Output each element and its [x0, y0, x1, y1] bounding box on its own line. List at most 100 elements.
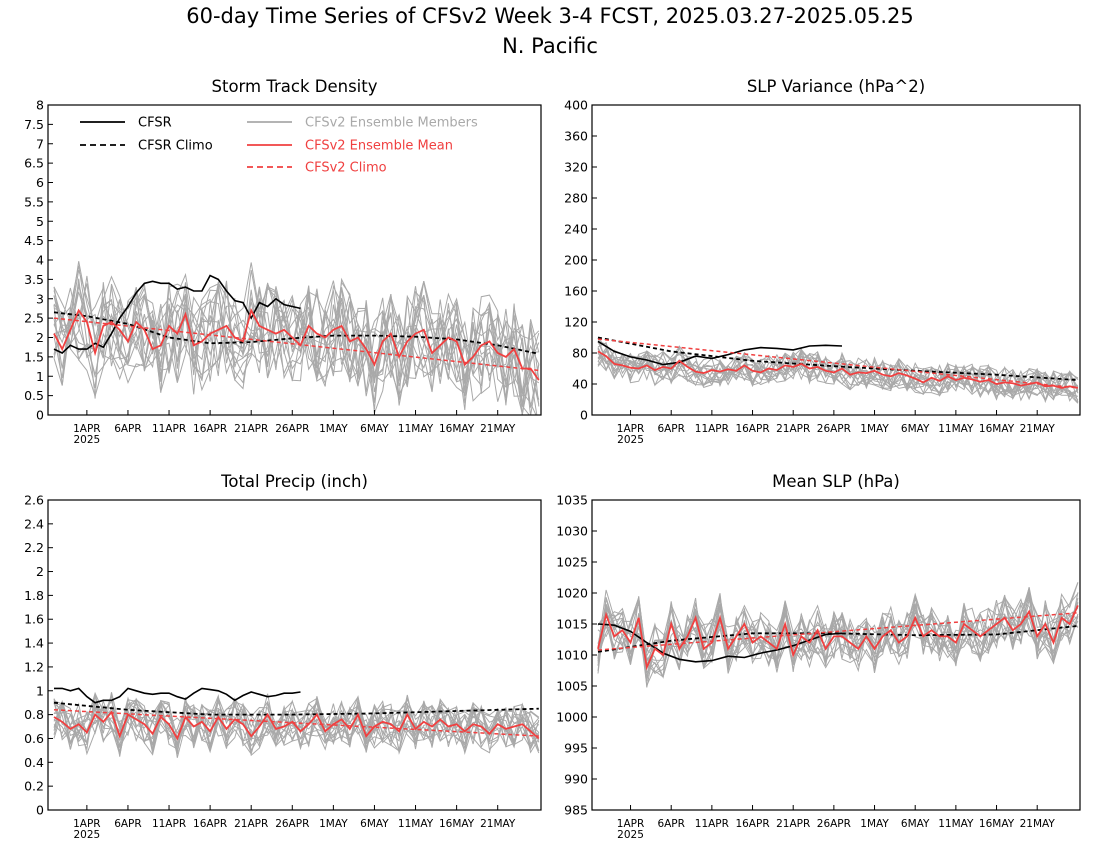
ensemble-member-line	[597, 341, 1079, 402]
series-cfsv2-ensemble-mean	[53, 710, 540, 741]
ensemble-members	[597, 582, 1079, 688]
y-tick-label: 3	[36, 291, 44, 306]
x-tick-label: 11MAY	[938, 818, 974, 830]
series-cfsr	[597, 340, 843, 366]
y-tick-label: 2.6	[24, 493, 44, 508]
plot-area	[597, 336, 1079, 404]
y-tick-label: 2	[36, 564, 44, 579]
y-tick-label: 120	[564, 315, 588, 330]
x-tick-label: 6APR	[657, 818, 685, 830]
x-tick-label: 21APR	[234, 423, 268, 435]
x-tick-label: 11MAY	[938, 423, 974, 435]
y-tick-label: 1	[36, 683, 44, 698]
chart-panel-2: SLP Variance (hPa^2) 0 40 80 120 160 200 240 280…	[564, 77, 1081, 446]
ensemble-member-line	[597, 351, 1079, 396]
y-tick-label: 4	[36, 253, 44, 268]
y-tick-label: 0	[580, 408, 588, 423]
y-tick-label: 985	[564, 803, 588, 818]
series-cfsr	[53, 274, 301, 354]
series-cfsv2-ensemble-mean	[597, 605, 1079, 671]
x-tick-label: 11APR	[695, 423, 729, 435]
ensemble-members	[53, 691, 540, 758]
x-tick-label: 16MAY	[979, 818, 1015, 830]
x-tick-label: 26APR	[275, 818, 309, 830]
x-tick-label: 1APR	[617, 423, 645, 435]
x-tick-label: 1MAY	[860, 423, 889, 435]
ensemble-member-line	[597, 597, 1079, 671]
y-tick-label: 1025	[556, 555, 588, 570]
y-tick-label: 1030	[556, 524, 588, 539]
y-tick-label: 320	[564, 160, 588, 175]
x-tick-label: 26APR	[817, 423, 851, 435]
panel-title: SLP Variance (hPa^2)	[747, 77, 925, 96]
y-tick-label: 400	[564, 98, 588, 113]
y-tick-label: 0	[36, 803, 44, 818]
y-tick-label: 1.5	[24, 349, 44, 364]
x-tick-label: 1MAY	[319, 818, 348, 830]
plot-area	[53, 687, 540, 758]
x-tick-label: 6MAY	[360, 423, 389, 435]
x-tick-label: 21MAY	[480, 818, 516, 830]
figure-region: N. Pacific	[502, 34, 598, 58]
figure-title: 60-day Time Series of CFSv2 Week 3-4 FCS…	[186, 4, 914, 28]
x-year-label: 2025	[73, 434, 100, 446]
y-tick-label: 4.5	[24, 233, 44, 248]
x-tick-label: 6MAY	[360, 818, 389, 830]
legend-mean-label: CFSv2 Ensemble Mean	[305, 139, 453, 154]
y-tick-label: 40	[572, 377, 588, 392]
x-tick-label: 21MAY	[1020, 423, 1056, 435]
series-cfsv2-ensemble-mean	[53, 307, 540, 381]
ensemble-member-line	[53, 692, 540, 756]
x-tick-label: 16APR	[193, 423, 227, 435]
x-tick-label: 16MAY	[439, 818, 475, 830]
y-tick-label: 160	[564, 284, 588, 299]
x-tick-label: 1APR	[73, 818, 101, 830]
series-cfsr	[597, 623, 843, 663]
y-tick-label: 1000	[556, 710, 588, 725]
panel-title: Storm Track Density	[212, 77, 378, 96]
series-cfsv2-climo	[597, 612, 1078, 651]
y-tick-label: 1010	[556, 648, 588, 663]
y-tick-label: 1020	[556, 586, 588, 601]
x-tick-label: 16APR	[735, 423, 769, 435]
y-tick-label: 7.5	[24, 117, 44, 132]
series-cfsr-climo	[53, 701, 539, 716]
legend-cfsr-climo-label: CFSR Climo	[138, 139, 213, 154]
x-tick-label: 16MAY	[979, 423, 1015, 435]
y-tick-label: 7	[36, 136, 44, 151]
y-tick-label: 8	[36, 98, 44, 113]
x-tick-label: 6MAY	[901, 423, 930, 435]
y-tick-label: 1035	[556, 493, 588, 508]
panel-title: Mean SLP (hPa)	[772, 472, 900, 491]
series-cfsr-climo	[597, 625, 1078, 653]
x-tick-label: 21APR	[234, 818, 268, 830]
x-tick-label: 6MAY	[901, 818, 930, 830]
x-tick-label: 1MAY	[860, 818, 889, 830]
ensemble-member-line	[53, 269, 540, 395]
series-cfsr-climo	[597, 336, 1078, 381]
chart-panel-4: Mean SLP (hPa) 985 990 995 1000 1005 1010 1015 1…	[556, 472, 1081, 841]
legend-cfsr-label: CFSR	[138, 116, 172, 131]
x-tick-label: 26APR	[275, 423, 309, 435]
y-tick-label: 0.4	[24, 755, 44, 770]
x-tick-label: 21MAY	[480, 423, 516, 435]
legend-members-label: CFSv2 Ensemble Members	[305, 116, 478, 131]
x-tick-label: 1APR	[73, 423, 101, 435]
legend: CFSR CFSR Climo CFSv2 Ensemble Members CFSv…	[80, 116, 478, 176]
chart-panel-3: Total Precip (inch) 0 0.2 0.4 0.6 0.8 1 1.2 1.4 1…	[24, 472, 542, 841]
y-tick-label: 1005	[556, 679, 588, 694]
series-cfsr-climo	[53, 311, 539, 355]
plot-frame	[47, 499, 542, 811]
ensemble-member-line	[53, 693, 540, 754]
x-tick-label: 21APR	[776, 423, 810, 435]
y-tick-label: 1.6	[24, 612, 44, 627]
ensemble-member-line	[53, 696, 540, 754]
plot-area	[597, 582, 1079, 688]
y-tick-label: 2.5	[24, 311, 44, 326]
y-tick-label: 240	[564, 222, 588, 237]
panel-title: Total Precip (inch)	[220, 472, 368, 491]
x-tick-label: 1APR	[617, 818, 645, 830]
y-tick-label: 1	[36, 369, 44, 384]
y-tick-label: 1.4	[24, 636, 44, 651]
